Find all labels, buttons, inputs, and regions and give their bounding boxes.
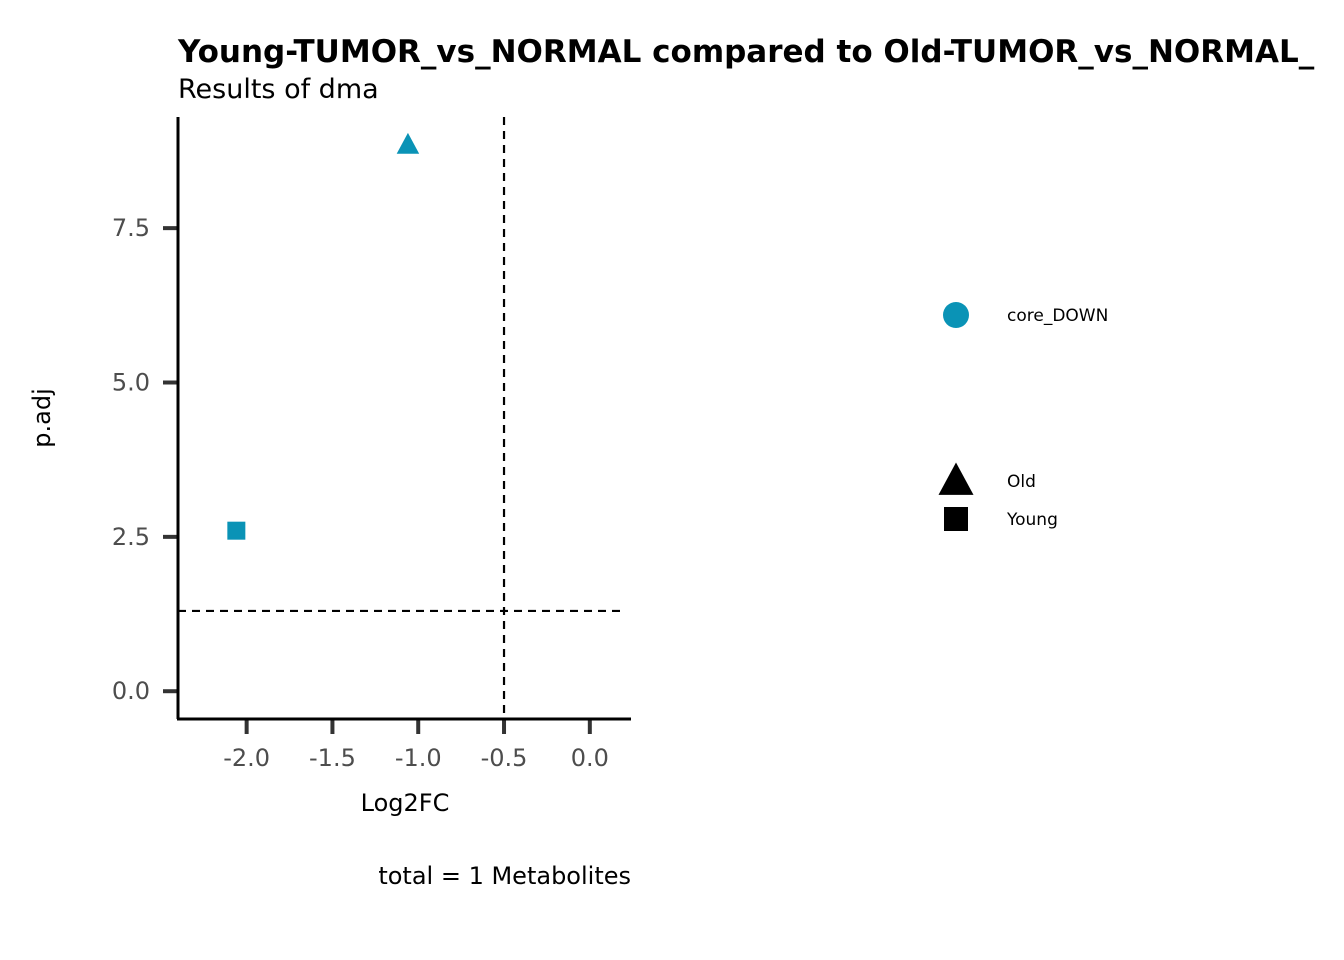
- x-tick-label: -1.0: [395, 744, 442, 772]
- legend-shape-key: [944, 507, 968, 531]
- y-axis-title: p.adj: [28, 388, 56, 447]
- chart-title: Young-TUMOR_vs_NORMAL compared to Old-TU…: [177, 34, 1315, 70]
- x-axis-title: Log2FC: [361, 789, 450, 817]
- x-tick-label: -0.5: [481, 744, 528, 772]
- chart-caption: total = 1 Metabolites: [378, 862, 631, 890]
- legend-shape-label: Young: [1006, 510, 1058, 530]
- y-tick-label: 2.5: [112, 523, 150, 551]
- x-tick-label: -1.5: [309, 744, 356, 772]
- y-tick-label: 0.0: [112, 677, 150, 705]
- legend-color-key: [943, 302, 969, 328]
- plot-area: 0.0 2.5 5.0 7.5 -2.0 -1.5 -1.0 -0.5 0.0: [112, 117, 625, 772]
- legend-shape-label: Old: [1007, 472, 1036, 492]
- y-tick-label: 7.5: [112, 214, 150, 242]
- legend-shape-key: [938, 462, 974, 495]
- data-point: [396, 132, 420, 154]
- y-tick-label: 5.0: [112, 368, 150, 396]
- chart-subtitle: Results of dma: [178, 74, 379, 105]
- data-point: [227, 521, 246, 540]
- x-tick-label: -2.0: [223, 744, 270, 772]
- legend: core_DOWN Old Young: [938, 302, 1108, 531]
- x-tick-label: 0.0: [571, 744, 609, 772]
- legend-color-label: core_DOWN: [1007, 306, 1108, 326]
